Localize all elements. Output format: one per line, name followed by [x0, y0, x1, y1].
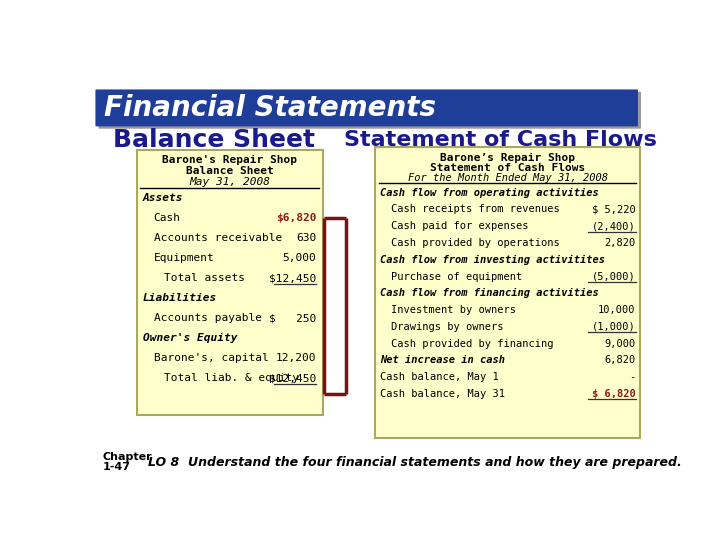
Text: 12,200: 12,200 [276, 353, 316, 363]
Text: (5,000): (5,000) [592, 272, 636, 281]
Text: Cash receipts from revenues: Cash receipts from revenues [391, 205, 559, 214]
Text: For the Month Ended May 31, 2008: For the Month Ended May 31, 2008 [408, 173, 608, 183]
Text: (1,000): (1,000) [592, 322, 636, 332]
FancyBboxPatch shape [137, 150, 323, 415]
Text: Net increase in cash: Net increase in cash [380, 355, 505, 366]
Text: 6,820: 6,820 [604, 355, 636, 366]
Text: 1-47: 1-47 [102, 462, 130, 472]
Text: Total liab. & equity: Total liab. & equity [164, 373, 300, 383]
Text: $12,450: $12,450 [269, 273, 316, 283]
Text: Liabilities: Liabilities [143, 293, 217, 303]
Text: Statement of Cash Flows: Statement of Cash Flows [430, 163, 585, 173]
Text: 10,000: 10,000 [598, 305, 636, 315]
Text: Owner's Equity: Owner's Equity [143, 333, 237, 343]
Text: Balance Sheet: Balance Sheet [113, 129, 315, 152]
Text: Purchase of equipment: Purchase of equipment [391, 272, 522, 281]
Text: Cash: Cash [153, 213, 181, 223]
Text: Balance Sheet: Balance Sheet [186, 166, 274, 176]
Text: -: - [629, 372, 636, 382]
Text: LO 8  Understand the four financial statements and how they are prepared.: LO 8 Understand the four financial state… [148, 456, 682, 469]
Text: Financial Statements: Financial Statements [104, 94, 436, 122]
Text: Cash paid for expenses: Cash paid for expenses [391, 221, 528, 231]
Text: (2,400): (2,400) [592, 221, 636, 231]
Text: Cash provided by financing: Cash provided by financing [391, 339, 553, 349]
Text: Total assets: Total assets [164, 273, 246, 283]
Text: $6,820: $6,820 [276, 213, 316, 223]
Text: Chapter: Chapter [102, 453, 152, 462]
Text: $ 6,820: $ 6,820 [592, 389, 636, 399]
Text: Barone’s Repair Shop: Barone’s Repair Shop [440, 153, 575, 163]
Text: Cash balance, May 1: Cash balance, May 1 [380, 372, 498, 382]
FancyBboxPatch shape [375, 147, 640, 438]
Text: Accounts receivable: Accounts receivable [153, 233, 282, 243]
Text: 9,000: 9,000 [604, 339, 636, 349]
Text: Cash flow from financing activities: Cash flow from financing activities [380, 288, 598, 298]
Text: Barone's, capital: Barone's, capital [153, 353, 269, 363]
Text: Cash flow from operating activities: Cash flow from operating activities [380, 187, 598, 198]
Text: Cash balance, May 31: Cash balance, May 31 [380, 389, 505, 399]
Text: Barone's Repair Shop: Barone's Repair Shop [162, 156, 297, 165]
Text: May 31, 2008: May 31, 2008 [189, 177, 270, 187]
Text: Cash flow from investing activitites: Cash flow from investing activitites [380, 255, 605, 265]
Text: 5,000: 5,000 [282, 253, 316, 263]
FancyBboxPatch shape [99, 92, 641, 129]
Text: Accounts payable: Accounts payable [153, 313, 261, 323]
Text: Cash provided by operations: Cash provided by operations [391, 238, 559, 248]
Text: Equipment: Equipment [153, 253, 215, 263]
Text: $ 5,220: $ 5,220 [592, 205, 636, 214]
Text: Investment by owners: Investment by owners [391, 305, 516, 315]
Text: $   250: $ 250 [269, 313, 316, 323]
Text: Drawings by owners: Drawings by owners [391, 322, 503, 332]
Text: 2,820: 2,820 [604, 238, 636, 248]
Text: 630: 630 [296, 233, 316, 243]
Text: $12,450: $12,450 [269, 373, 316, 383]
FancyBboxPatch shape [96, 90, 638, 126]
Text: Statement of Cash Flows: Statement of Cash Flows [344, 130, 657, 150]
Text: Assets: Assets [143, 193, 183, 203]
